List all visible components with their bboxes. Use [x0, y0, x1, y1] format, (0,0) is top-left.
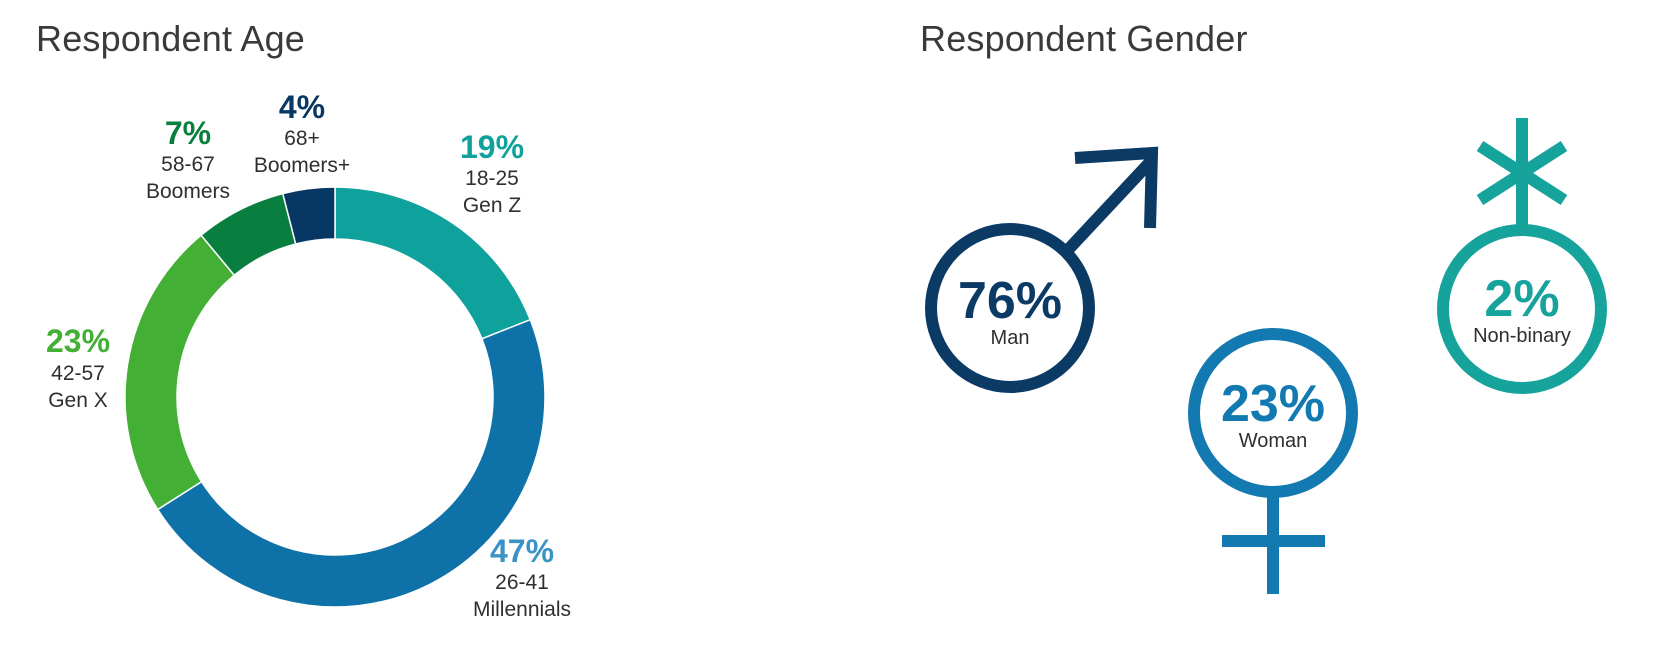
male-symbol-icon: [925, 146, 1159, 393]
age-range-label: 58-67: [161, 153, 215, 176]
age-label-gen-x: 23% 42-57 Gen X: [46, 323, 110, 412]
donut-slice-boomers: [281, 186, 336, 245]
woman-pct-label: 23%: [1221, 375, 1325, 433]
age-group-label: Gen Z: [463, 194, 522, 217]
nonbinary-symbol-icon: [1437, 118, 1607, 394]
age-group-label: Boomers+: [254, 154, 350, 177]
age-label-boomers: 7% 58-67 Boomers: [146, 115, 230, 203]
age-pct-label: 7%: [165, 115, 211, 151]
age-group-label: Boomers: [146, 180, 230, 203]
gender-chart-title: Respondent Gender: [920, 18, 1248, 59]
age-pct-label: 47%: [490, 533, 554, 569]
man-pct-label: 76%: [958, 272, 1062, 330]
age-group-label: Millennials: [473, 598, 571, 621]
age-donut-chart: [124, 186, 546, 608]
age-pct-label: 4%: [279, 89, 325, 125]
age-range-label: 42-57: [51, 362, 105, 385]
age-range-label: 26-41: [495, 571, 549, 594]
donut-slice-gen-x: [124, 234, 236, 511]
man-label: Man: [991, 327, 1030, 349]
woman-label: Woman: [1239, 430, 1308, 452]
age-range-label: 68+: [284, 127, 320, 150]
age-range-label: 18-25: [465, 167, 519, 190]
age-group-label: Gen X: [48, 389, 108, 412]
age-label-gen-z: 19% 18-25 Gen Z: [460, 129, 524, 217]
age-pct-label: 23%: [46, 323, 110, 359]
age-label-boomers-plus: 4% 68+ Boomers+: [254, 89, 350, 177]
age-pct-label: 19%: [460, 129, 524, 165]
nonbinary-pct-label: 2%: [1484, 270, 1559, 328]
age-chart-title: Respondent Age: [36, 18, 306, 59]
age-label-millennials: 47% 26-41 Millennials: [473, 533, 571, 621]
nonbinary-label: Non-binary: [1473, 325, 1571, 347]
donut-slice-millennials: [156, 318, 546, 608]
female-symbol-icon: [1188, 328, 1358, 594]
